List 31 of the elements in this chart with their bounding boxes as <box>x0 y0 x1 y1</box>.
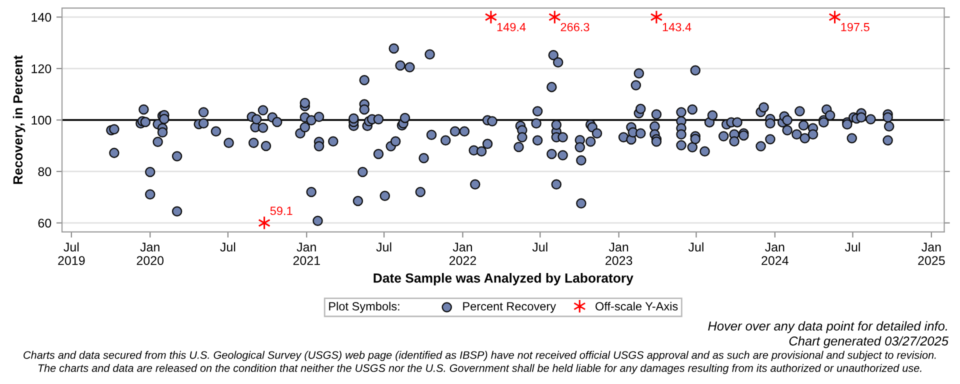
x-tick-label: Jul <box>844 242 860 252</box>
text: Charts and data secured from this U.S. Geological Survey (USGS) web page (identified as IBSP) have not received official USGS approval and as such are provisional and subject to revision. <box>24 350 936 362</box>
y-tick-label: 100 <box>32 116 52 125</box>
legend-title: Plot Symbols: <box>329 302 400 313</box>
y-axis-title: Recovery, in Percent <box>12 55 26 184</box>
text: Chart generated 03/27/2025 <box>789 336 949 348</box>
x-tick-label: Jul <box>688 242 704 252</box>
x-tick-label: Jan 2023 <box>606 242 632 265</box>
x-tick-label: Jan 2021 <box>293 242 320 265</box>
x-axis-title: Date Sample was Analyzed by Laboratory <box>374 273 634 286</box>
annotation: 149.4 <box>497 22 526 32</box>
text: Hover over any data point for detailed info. <box>708 321 947 334</box>
y-tick-label: 60 <box>38 218 52 228</box>
x-tick-label: Jul <box>376 242 392 252</box>
x-tick-label: Jan 2025 <box>918 242 945 265</box>
x-tick-label: Jan 2020 <box>136 242 164 265</box>
x-tick-label: Jan 2024 <box>762 242 788 265</box>
x-tick-label: Jul 2019 <box>58 242 85 265</box>
annotation: 143.4 <box>662 22 692 32</box>
annotation: 197.5 <box>841 22 870 32</box>
annotation: 266.3 <box>560 22 590 32</box>
y-tick-label: 80 <box>38 167 52 176</box>
legend-label: Off-scale Y-Axis <box>596 302 678 310</box>
y-tick-label: 140 <box>32 12 52 22</box>
x-tick-label: Jan 2022 <box>449 242 476 265</box>
text: The charts and data are released on the condition that neither the USGS nor the U.S. Government shall be held liable for any damages resulting from its authorized or unauthorized use. <box>38 364 922 374</box>
annotation: 59.1 <box>270 206 292 216</box>
legend-label: Percent Recovery <box>463 302 556 313</box>
x-tick-label: Jul <box>220 242 236 252</box>
y-tick-label: 120 <box>32 64 52 74</box>
x-tick-label: Jul <box>532 242 548 252</box>
